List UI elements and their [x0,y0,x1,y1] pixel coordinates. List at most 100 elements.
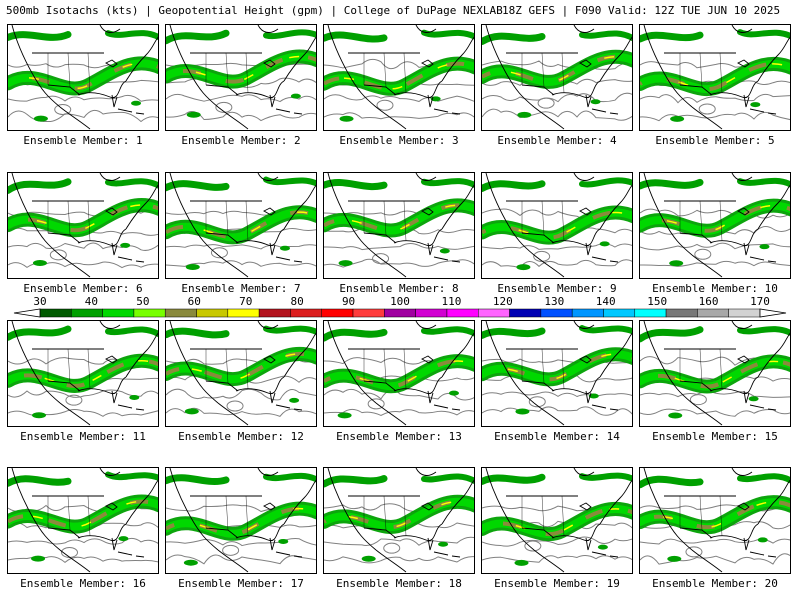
ensemble-member-label: Ensemble Member: 8 [339,282,459,295]
coastlines [11,173,158,278]
header-product-title: 500mb Isotachs (kts) | Geopotential Heig… [6,4,503,17]
colorbar-tick-label: 120 [492,295,513,308]
ensemble-member-label: Ensemble Member: 6 [23,282,143,295]
colorbar-tick-label: 60 [187,295,201,308]
colorbar-swatch [384,308,416,318]
ensemble-map-panel [639,172,791,279]
colorbar-swatch [102,308,135,318]
ensemble-member-label: Ensemble Member: 4 [497,134,617,147]
ensemble-member-label: Ensemble Member: 19 [494,577,620,590]
ensemble-map-panel [165,172,317,279]
coastlines [11,25,158,130]
colorbar-tick-label: 130 [544,295,565,308]
colorbar-tick-label: 170 [750,295,770,308]
colorbar-tick-label: 160 [698,295,719,308]
coastlines [643,468,790,573]
ensemble-map [8,25,158,130]
jet-stream-isotachs [166,29,316,118]
ensemble-member-label: Ensemble Member: 16 [20,577,146,590]
ensemble-member-label: Ensemble Member: 18 [336,577,462,590]
coastlines [11,468,158,573]
ensemble-member-label: Ensemble Member: 9 [497,282,617,295]
colorbar-swatches [13,308,787,318]
jet-stream-isotachs [166,472,316,566]
ensemble-map [8,173,158,278]
colorbar-min-arrow [13,308,41,318]
ensemble-map-panel [323,24,475,131]
jet-stream-isotachs [482,325,632,415]
colorbar-swatch [446,308,479,318]
ensemble-map-panel [639,24,791,131]
ensemble-map-panel [323,320,475,427]
jet-stream-isotachs [166,325,316,415]
ensemble-member-label: Ensemble Member: 1 [23,134,143,147]
ensemble-member-label: Ensemble Member: 12 [178,430,304,443]
ensemble-map [324,321,474,426]
ensemble-map-panel [323,172,475,279]
colorbar-tick-label: 40 [84,295,99,308]
ensemble-map [482,468,632,573]
jet-stream-isotachs [324,29,474,122]
jet-stream-isotachs [166,176,316,271]
ensemble-member-label: Ensemble Member: 14 [494,430,620,443]
jet-stream-isotachs [8,471,158,562]
colorbar-tick-label: 150 [647,295,668,308]
coastlines [11,321,158,426]
ensemble-map-panel [481,172,633,279]
coastlines [327,173,474,278]
jet-stream-isotachs [8,30,158,122]
jet-stream-isotachs [640,29,790,122]
coastlines [485,321,632,426]
ensemble-map [640,468,790,573]
ensemble-map-panel [639,467,791,574]
ensemble-map-panel [7,320,159,427]
colorbar-swatch [133,308,166,318]
colorbar-swatch [39,308,72,318]
colorbar-swatch [258,308,291,318]
ensemble-map [8,321,158,426]
colorbar-swatch [634,308,667,318]
colorbar-swatch [697,308,729,318]
colorbar-tick-label: 80 [290,295,304,308]
ensemble-map [8,468,158,573]
colorbar-swatch [478,308,510,318]
jet-stream-isotachs [482,472,632,566]
ensemble-map [166,25,316,130]
ensemble-map [166,173,316,278]
coastlines [169,321,316,426]
coastlines [643,173,790,278]
ensemble-map [640,321,790,426]
colorbar-tick-label: 140 [595,295,616,308]
ensemble-map [324,25,474,130]
ensemble-map-panel [7,172,159,279]
ensemble-map [166,321,316,426]
ensemble-map-panel [639,320,791,427]
coastlines [327,468,474,573]
jet-stream-isotachs [482,30,632,118]
colorbar-swatch [540,308,573,318]
ensemble-member-label: Ensemble Member: 11 [20,430,146,443]
ensemble-member-label: Ensemble Member: 7 [181,282,301,295]
jet-stream-isotachs [640,473,790,562]
jet-stream-isotachs [324,326,474,419]
colorbar-swatch [71,308,103,318]
colorbar-max-arrow [759,308,787,318]
coastlines [643,321,790,426]
ensemble-map-panel [481,467,633,574]
colorbar-swatch [290,308,322,318]
coastlines [327,25,474,130]
ensemble-map-panel [7,467,159,574]
coastlines [169,173,316,278]
colorbar-swatch [571,308,604,318]
isotach-colorbar: 30 40 50 60 70 80 90 100 110 120 130 140 150 160 170 [0,296,800,322]
ensemble-member-label: Ensemble Member: 10 [652,282,778,295]
ensemble-member-label: Ensemble Member: 2 [181,134,301,147]
jet-stream-isotachs [482,177,632,271]
ensemble-member-label: Ensemble Member: 3 [339,134,459,147]
coastlines [327,321,474,426]
ensemble-map-panel [165,320,317,427]
jet-stream-isotachs [8,325,158,419]
coastlines [169,468,316,573]
colorbar-swatch [728,308,761,318]
coastlines [643,25,790,130]
